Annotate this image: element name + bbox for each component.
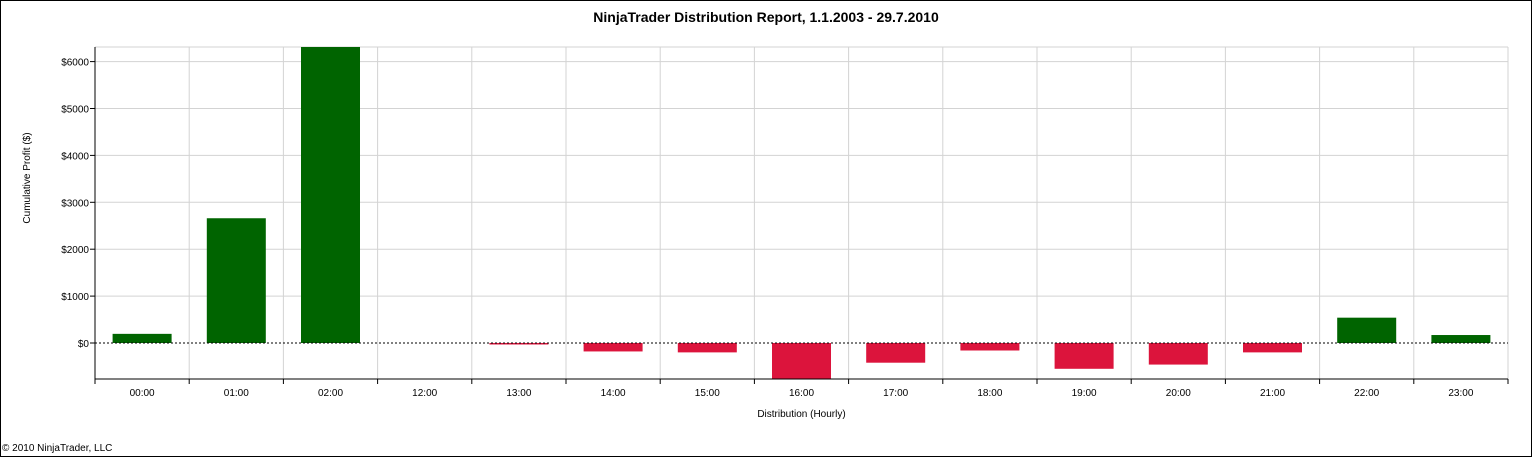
chart-title: NinjaTrader Distribution Report, 1.1.200… [593,9,939,25]
x-tick-label: 23:00 [1448,388,1473,399]
bar-1600 [772,343,831,379]
x-tick-label: 00:00 [130,388,155,399]
x-tick-label: 20:00 [1166,388,1191,399]
x-tick-label: 16:00 [789,388,814,399]
y-tick-label: $2000 [61,245,89,256]
bar-2000 [1148,343,1208,365]
x-tick-label: 01:00 [224,388,249,399]
bar-1800 [960,343,1020,351]
bar-2200 [1337,317,1397,343]
x-tick-label: 17:00 [883,388,908,399]
y-tick-label: $4000 [61,151,89,162]
bar-0200 [301,47,360,343]
bar-2300 [1431,335,1491,343]
x-tick-label: 14:00 [601,388,626,399]
x-tick-label: 21:00 [1260,388,1285,399]
x-tick-label: 15:00 [695,388,720,399]
y-tick-label: $0 [78,339,90,350]
x-axis-title: Distribution (Hourly) [757,409,845,420]
bar-0100 [206,218,266,343]
x-tick-label: 19:00 [1072,388,1097,399]
x-tick-label: 22:00 [1354,388,1379,399]
x-tick-label: 18:00 [977,388,1002,399]
bar-1500 [677,343,737,353]
x-tick-label: 02:00 [318,388,343,399]
bar-2100 [1243,343,1302,353]
bar-1900 [1054,343,1114,369]
y-tick-label: $5000 [61,105,89,116]
x-tick-label: 13:00 [506,388,531,399]
bar-0000 [112,333,172,343]
copyright-text: © 2010 NinjaTrader, LLC [2,443,113,454]
y-tick-label: $3000 [61,198,89,209]
bar-1400 [583,343,643,352]
y-axis-title: Cumulative Profit ($) [22,132,33,223]
y-tick-label: $6000 [61,58,89,69]
x-tick-label: 12:00 [412,388,437,399]
bar-1700 [866,343,926,363]
y-tick-label: $1000 [61,292,89,303]
bar-1300 [489,343,549,345]
